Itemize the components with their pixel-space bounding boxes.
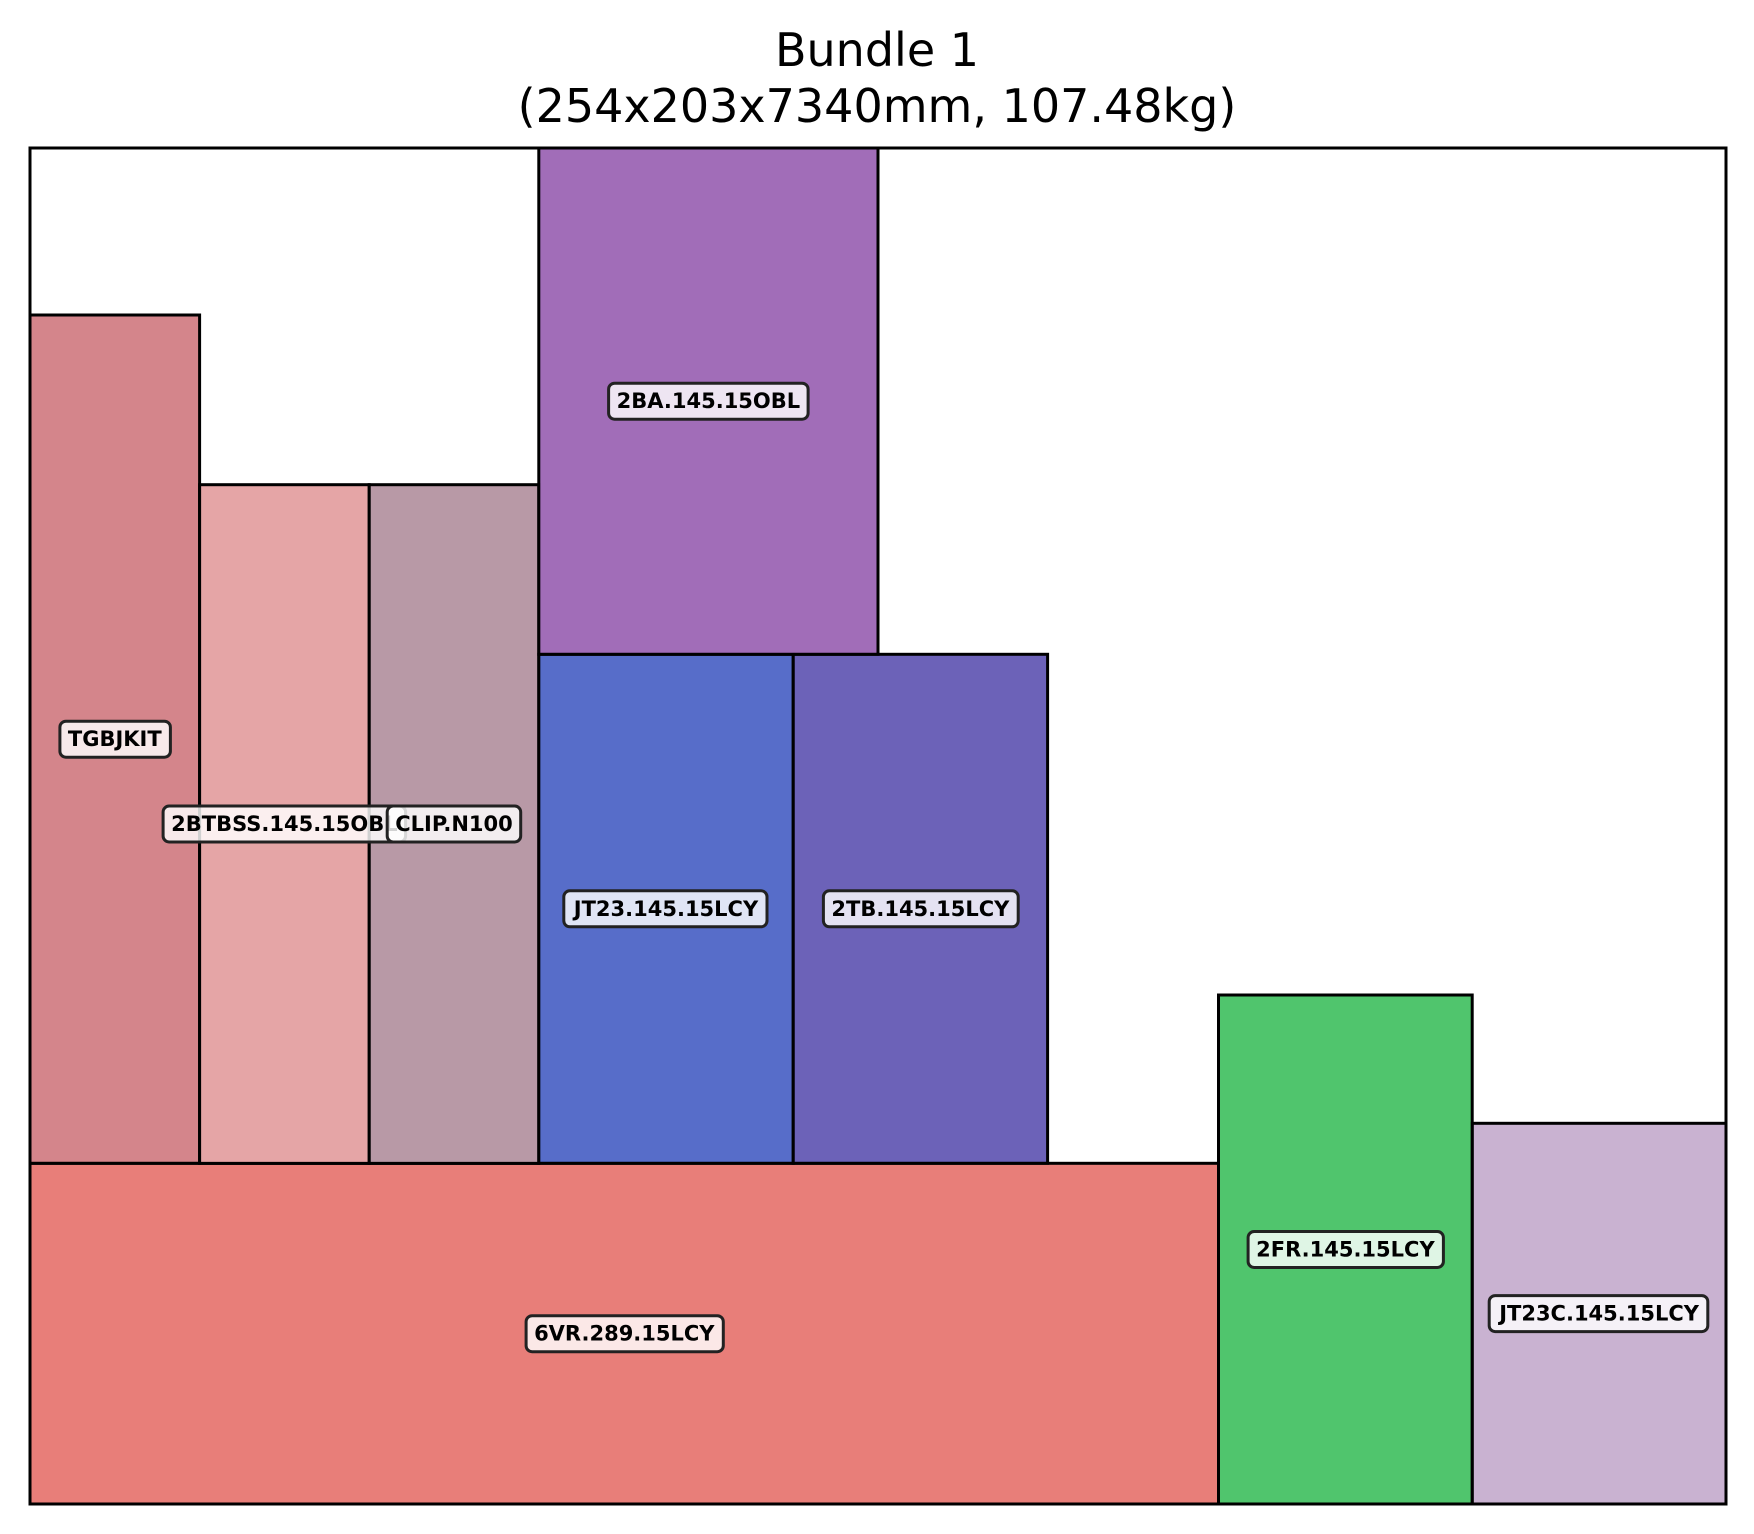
labels-layer: 6VR.289.15LCY TGBJKIT 2BTBSS.145.15OBLCLIP… <box>58 381 1710 1354</box>
piece-label-box <box>524 1314 725 1354</box>
piece-label-text: 2FR.145.15LCY <box>1256 1238 1435 1262</box>
piece-label-2ba-145-15obl: 2BA.145.15OBL <box>607 381 810 421</box>
piece-label-box <box>821 889 1020 929</box>
piece-label-box <box>385 804 523 844</box>
piece-label-2btbss-145-15obl: 2BTBSS.145.15OBL <box>161 804 408 844</box>
piece-label-text: CLIP.N100 <box>395 812 513 836</box>
piece-label-box <box>607 381 810 421</box>
piece-label-clip-n100: CLIP.N100 <box>385 804 523 844</box>
piece-label-2fr-145-15lcy: 2FR.145.15LCY <box>1246 1230 1445 1269</box>
piece-label-jt23-145-15lcy: JT23.145.15LCY <box>562 889 769 929</box>
chart-title-line2: (254x203x7340mm, 107.48kg) <box>518 79 1237 133</box>
piece-label-text: 2BA.145.15OBL <box>617 389 801 413</box>
piece-label-box <box>562 889 769 929</box>
chart-title-line1: Bundle 1 <box>775 23 979 77</box>
piece-label-text: 6VR.289.15LCY <box>534 1322 715 1346</box>
piece-label-text: JT23.145.15LCY <box>572 897 759 921</box>
piece-label-2tb-145-15lcy: 2TB.145.15LCY <box>821 889 1020 929</box>
piece-label-box <box>1246 1230 1445 1269</box>
piece-label-text: TGBJKIT <box>68 727 162 751</box>
piece-label-6vr-289-15lcy: 6VR.289.15LCY <box>524 1314 725 1354</box>
piece-label-jt23c-145-15lcy: JT23C.145.15LCY <box>1487 1294 1710 1334</box>
piece-label-text: 2TB.145.15LCY <box>831 897 1010 921</box>
piece-label-box <box>1487 1294 1710 1334</box>
piece-label-box <box>58 719 172 759</box>
bundle-frame <box>28 146 1728 1506</box>
piece-label-text: JT23C.145.15LCY <box>1497 1302 1700 1326</box>
piece-label-text: 2BTBSS.145.15OBL <box>171 812 398 836</box>
piece-label-tgbjkit: TGBJKIT <box>58 719 172 759</box>
